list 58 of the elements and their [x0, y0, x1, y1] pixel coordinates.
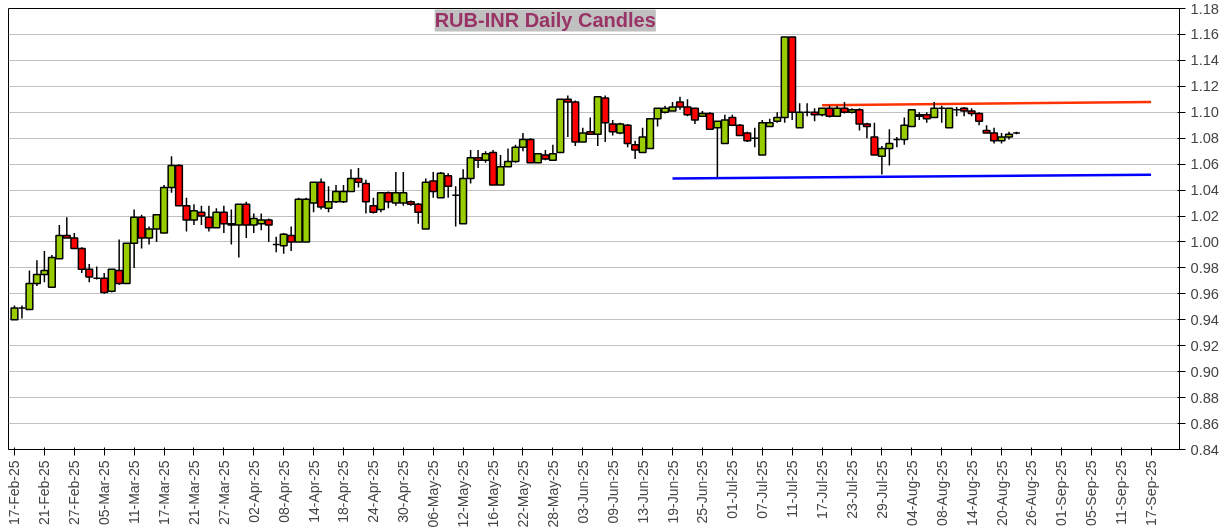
x-tick-label: 13-Jun-25: [634, 460, 651, 524]
x-tick-label: 14-Aug-25: [963, 460, 980, 526]
y-tick-label: 1.08: [1190, 130, 1220, 147]
x-tick-label: 20-Aug-25: [993, 460, 1010, 526]
y-tick-label: 0.98: [1190, 259, 1220, 276]
x-tick-label: 05-Sep-25: [1083, 460, 1100, 526]
x-tick-label: 12-May-25: [455, 460, 472, 528]
y-tick-label: 1.00: [1190, 233, 1220, 250]
x-tick-label: 03-Jun-25: [574, 460, 591, 524]
x-tick-label: 21-Mar-25: [185, 460, 202, 526]
x-tick-label: 30-Apr-25: [395, 460, 412, 523]
x-tick-label: 11-Mar-25: [126, 460, 143, 525]
y-tick-label: 0.96: [1190, 285, 1220, 302]
y-tick-label: 1.10: [1190, 104, 1220, 121]
x-tick-label: 11-Jul-25: [784, 460, 801, 518]
x-tick-label: 07-Jul-25: [754, 460, 771, 519]
x-tick-label: 24-Apr-25: [365, 460, 382, 523]
y-tick-label: 0.88: [1190, 389, 1220, 406]
y-tick-label: 1.06: [1190, 156, 1220, 173]
x-tick-label: 17-Jul-25: [814, 460, 831, 519]
x-tick-label: 01-Jul-25: [724, 460, 741, 519]
x-tick-label: 02-Apr-25: [245, 460, 262, 523]
x-tick-label: 21-Feb-25: [36, 460, 53, 526]
y-tick-label: 0.84: [1190, 441, 1220, 458]
x-tick-label: 17-Sep-25: [1143, 460, 1160, 526]
x-tick-label: 22-May-25: [514, 460, 531, 528]
x-tick-label: 11-Sep-25: [1113, 460, 1130, 525]
y-tick-label: 1.04: [1190, 182, 1220, 199]
x-tick-label: 23-Jul-25: [843, 460, 860, 519]
x-tick-label: 25-Jun-25: [694, 460, 711, 524]
x-tick-label: 18-Apr-25: [335, 460, 352, 523]
x-tick-label: 26-Aug-25: [1023, 460, 1040, 526]
y-tick-label: 0.86: [1190, 415, 1220, 432]
chart-title: RUB-INR Daily Candles: [434, 9, 656, 32]
x-tick-label: 04-Aug-25: [903, 460, 920, 526]
y-tick-label: 1.02: [1190, 208, 1220, 225]
y-tick-label: 1.18: [1190, 0, 1220, 17]
y-tick-label: 0.92: [1190, 337, 1220, 354]
x-tick-label: 08-Apr-25: [275, 460, 292, 523]
x-tick-label: 09-Jun-25: [604, 460, 621, 524]
x-tick-label: 06-May-25: [425, 460, 442, 528]
x-tick-label: 17-Mar-25: [156, 460, 173, 526]
y-tick-label: 1.16: [1190, 26, 1220, 43]
y-tick-label: 1.14: [1190, 52, 1220, 69]
x-tick-label: 14-Apr-25: [305, 460, 322, 523]
x-tick-label: 29-Jul-25: [873, 460, 890, 519]
y-tick-label: 0.94: [1190, 311, 1220, 328]
x-tick-label: 08-Aug-25: [933, 460, 950, 526]
y-tick-label: 1.12: [1190, 78, 1220, 95]
x-tick-label: 19-Jun-25: [664, 460, 681, 524]
x-tick-label: 01-Sep-25: [1053, 460, 1070, 526]
x-tick-label: 05-Mar-25: [96, 460, 113, 526]
x-tick-label: 17-Feb-25: [6, 460, 23, 526]
x-tick-label: 27-Feb-25: [66, 460, 83, 526]
x-tick-label: 28-May-25: [544, 460, 561, 528]
x-tick-label: 27-Mar-25: [215, 460, 232, 526]
y-tick-label: 0.90: [1190, 363, 1220, 380]
x-tick-label: 16-May-25: [485, 460, 502, 528]
